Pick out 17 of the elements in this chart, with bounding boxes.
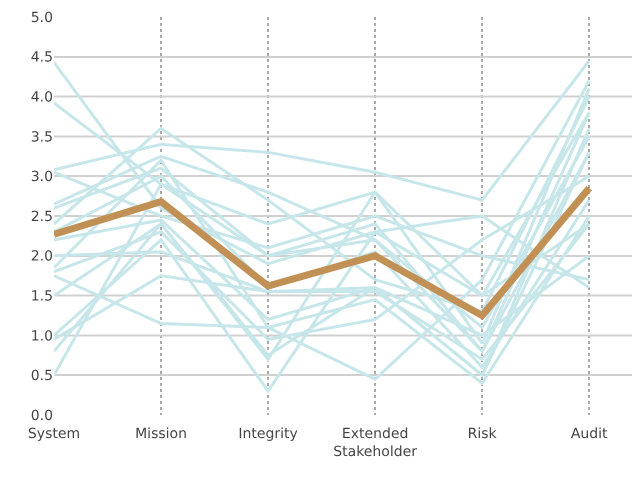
y-tick-label: 2.0 [30,248,53,265]
y-tick-label: 0.5 [30,368,53,384]
y-tick-label: 0.0 [30,408,53,424]
x-tick-label: Extended Stakeholder [333,426,418,460]
y-tick-label: 4.5 [30,50,53,66]
y-tick-label: 2.5 [30,208,53,225]
x-tick-label: Risk [468,426,498,442]
x-tick-label: Audit [570,426,608,442]
y-tick-label: 3.0 [30,169,53,186]
x-tick-label: Mission [135,426,187,442]
y-tick-label: 1.0 [30,328,53,344]
x-tick-label: Integrity [238,426,298,442]
y-tick-label: 1.5 [30,288,53,304]
y-tick-label: 5.0 [30,10,53,26]
y-tick-label: 4.0 [30,90,53,106]
y-tick-label: 3.5 [30,129,53,146]
x-tick-label: System [28,426,80,442]
